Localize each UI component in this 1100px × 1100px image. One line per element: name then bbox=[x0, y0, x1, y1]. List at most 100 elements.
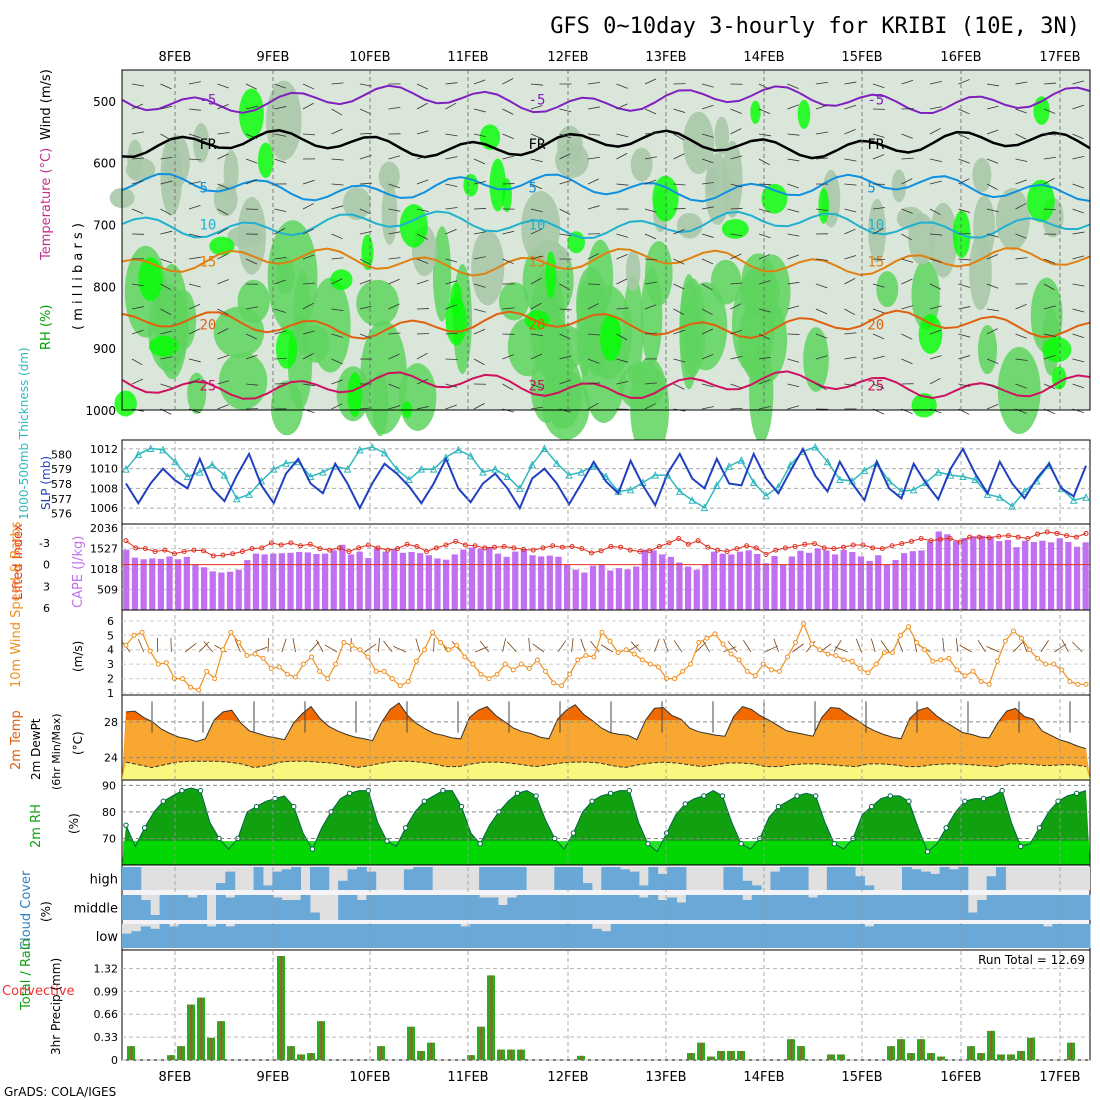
thickness-marker bbox=[946, 470, 955, 479]
wind-barb bbox=[730, 303, 742, 310]
cloud-bar bbox=[244, 895, 255, 920]
lifted-marker bbox=[327, 547, 333, 553]
precip-convective-bar bbox=[130, 1046, 133, 1060]
cloud-bar bbox=[761, 924, 771, 948]
wind-speed-marker bbox=[518, 661, 524, 667]
cloud-bar bbox=[215, 883, 226, 890]
lifted-marker bbox=[1083, 530, 1089, 536]
cloud-bar bbox=[272, 897, 283, 920]
isotherm-label: 15 bbox=[199, 255, 216, 271]
isotherm-label: 25 bbox=[199, 378, 216, 394]
rh2m-marker bbox=[607, 790, 614, 796]
lifted-marker bbox=[579, 546, 585, 552]
wind-barb bbox=[587, 106, 600, 110]
wind-barb bbox=[701, 383, 714, 388]
lifted-marker bbox=[220, 552, 226, 558]
rh2m-marker bbox=[272, 795, 278, 802]
thickness-marker bbox=[208, 460, 216, 469]
precip-convective-bar bbox=[970, 1046, 973, 1060]
wind-speed-marker bbox=[881, 650, 887, 656]
cape-bar bbox=[468, 547, 476, 610]
wind-barb bbox=[1072, 308, 1085, 313]
lifted-marker bbox=[908, 538, 914, 544]
cloud-bar bbox=[761, 895, 771, 920]
isotherm-line bbox=[121, 172, 1091, 203]
wind-barb bbox=[388, 278, 400, 285]
wind-barb bbox=[445, 332, 458, 335]
wind-speed-marker bbox=[889, 650, 895, 656]
date-label-bottom: 8FEB bbox=[159, 1070, 192, 1085]
precip-convective-bar bbox=[170, 1055, 173, 1060]
wind-barb bbox=[388, 332, 401, 335]
cloud-bar bbox=[732, 867, 743, 890]
wind-barb bbox=[986, 358, 999, 364]
thickness-marker bbox=[134, 450, 143, 458]
rh-shade-mid bbox=[555, 142, 589, 178]
wind-barb bbox=[530, 133, 543, 140]
wind-speed-marker bbox=[357, 647, 363, 653]
lifted-marker bbox=[695, 538, 701, 544]
cloud-bar bbox=[742, 924, 753, 948]
cloud-bar bbox=[817, 895, 828, 920]
cloud-bar bbox=[714, 924, 724, 948]
isotherm-label: 5 bbox=[199, 180, 207, 196]
date-label-top: 15FEB bbox=[841, 50, 882, 65]
wind-barb bbox=[758, 280, 771, 285]
wind-barb bbox=[901, 305, 914, 310]
cloud-bar bbox=[855, 895, 865, 920]
wind-barb bbox=[131, 180, 144, 185]
wind-speed-marker bbox=[478, 671, 484, 677]
precip-convective-bar bbox=[980, 1053, 983, 1060]
wind-barb bbox=[331, 82, 344, 85]
wind-barb bbox=[331, 183, 344, 186]
wind-barb bbox=[1015, 179, 1027, 185]
rh-shade-mid bbox=[193, 123, 210, 163]
cloud-bar bbox=[131, 931, 142, 948]
wind-barb bbox=[473, 181, 486, 185]
temp-line bbox=[125, 702, 1087, 750]
wind-speed-marker bbox=[341, 640, 347, 646]
rh-shade-mid bbox=[164, 135, 190, 188]
surface-wind-barb bbox=[630, 641, 641, 653]
wind-barb bbox=[844, 228, 856, 235]
cloud-bar bbox=[122, 867, 132, 890]
isotherm-label: -5 bbox=[867, 93, 884, 109]
wind-panel-frame bbox=[121, 609, 1091, 696]
wind-barb bbox=[787, 254, 799, 260]
wind-barb bbox=[986, 158, 999, 164]
lifted-marker bbox=[1005, 533, 1011, 539]
thickness-marker bbox=[122, 465, 130, 473]
rh-shade-mid bbox=[714, 116, 730, 156]
precip-convective-bar bbox=[720, 1050, 723, 1060]
cloud-bar bbox=[601, 867, 612, 890]
lifted-marker bbox=[550, 543, 556, 549]
cloud-bar bbox=[770, 924, 781, 948]
rh-shade-saturated bbox=[1027, 179, 1055, 223]
wind-barb bbox=[901, 157, 914, 160]
cloud-bar bbox=[930, 873, 941, 890]
thickness-marker bbox=[528, 460, 536, 469]
lifted-marker bbox=[821, 545, 827, 551]
wind-speed-marker bbox=[704, 635, 710, 641]
thickness-marker bbox=[626, 485, 635, 494]
wind-barb bbox=[388, 231, 401, 235]
cape-bar bbox=[797, 550, 804, 610]
precip-total-label: Total / Rain bbox=[19, 938, 34, 1011]
cape-bar bbox=[434, 558, 441, 610]
lifted-marker bbox=[501, 543, 507, 549]
surface-wind-barb bbox=[1072, 641, 1083, 653]
wind-barb bbox=[844, 255, 857, 260]
lifted-marker bbox=[996, 533, 1002, 539]
wind-barb bbox=[872, 133, 885, 138]
cape-bar bbox=[339, 544, 346, 610]
cape-bar bbox=[244, 560, 251, 610]
rh-shade-moist bbox=[576, 266, 607, 344]
lifted-marker bbox=[802, 541, 808, 547]
wind-barb bbox=[502, 108, 514, 115]
precip-convective-bar bbox=[490, 975, 493, 1060]
precip-convective-bar bbox=[410, 1026, 413, 1060]
cloud-bar bbox=[864, 885, 875, 890]
wind-barb bbox=[445, 207, 458, 210]
wind-speed-marker bbox=[647, 661, 653, 667]
cape-bar bbox=[667, 556, 674, 610]
